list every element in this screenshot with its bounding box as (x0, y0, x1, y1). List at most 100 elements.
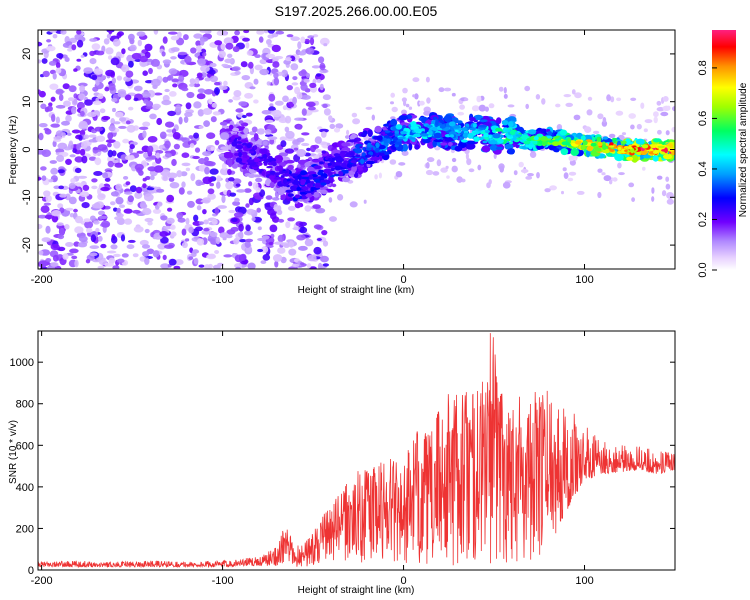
heatmap-cell (114, 216, 124, 221)
heatmap-cell (181, 241, 188, 249)
heatmap-cell (643, 154, 652, 159)
heatmap-cell (193, 33, 203, 39)
heatmap-cell (74, 167, 82, 174)
heatmap-cell (427, 157, 435, 163)
heatmap-cell (401, 109, 407, 115)
heatmap-cell (84, 221, 94, 229)
heatmap-cell (107, 55, 113, 60)
heatmap-cell (223, 190, 228, 195)
heatmap-cell (248, 173, 256, 178)
heatmap-cell (185, 102, 192, 110)
heatmap-cell (344, 154, 352, 157)
x-tick-label: 0 (400, 575, 406, 587)
heatmap-cell (89, 58, 97, 65)
heatmap-cell (547, 131, 553, 136)
heatmap-cell (301, 142, 310, 147)
heatmap-cell (454, 145, 463, 152)
heatmap-cell (375, 142, 380, 149)
heatmap-cell (93, 68, 104, 75)
heatmap-cell (233, 238, 240, 245)
heatmap-cell (79, 85, 85, 93)
heatmap-cell (257, 248, 264, 253)
heatmap-cell (122, 138, 130, 144)
heatmap-cell (86, 227, 93, 233)
heatmap-cell (299, 221, 307, 227)
heatmap-cell (468, 168, 475, 173)
heatmap-cell (176, 170, 183, 178)
heatmap-cell (323, 43, 328, 47)
heatmap-cell (51, 210, 62, 217)
heatmap-cell (265, 119, 274, 124)
heatmap-cell (214, 87, 220, 95)
heatmap-cell (166, 129, 174, 133)
heatmap-cell (432, 171, 440, 176)
heatmap-cell (190, 173, 196, 182)
heatmap-cell (126, 244, 135, 250)
heatmap-cell (253, 145, 258, 150)
heatmap-cell (184, 112, 193, 117)
heatmap-cell (124, 94, 132, 101)
heatmap-cell (69, 213, 75, 218)
heatmap-cell (81, 155, 88, 164)
heatmap-cell (204, 264, 211, 269)
heatmap-cell (296, 149, 307, 157)
heatmap-cell (41, 175, 47, 181)
heatmap-cell (186, 190, 193, 195)
heatmap-cell (291, 263, 300, 268)
heatmap-cell (151, 78, 161, 87)
heatmap-cell (249, 150, 254, 154)
heatmap-cell (40, 103, 47, 110)
heatmap-cell (287, 217, 295, 222)
heatmap-cell (92, 100, 102, 106)
heatmap-cell (296, 187, 302, 191)
heatmap-cell (342, 177, 350, 183)
heatmap-cell (237, 136, 242, 141)
heatmap-cell (296, 124, 303, 130)
heatmap-cell (55, 130, 64, 138)
heatmap-cell (258, 36, 264, 43)
heatmap-cell (84, 99, 93, 106)
heatmap-cell (383, 142, 389, 147)
heatmap-cell (414, 93, 419, 100)
heatmap-cell (264, 129, 272, 135)
heatmap-cell (472, 123, 477, 128)
heatmap-cell (152, 250, 160, 258)
heatmap-cell (443, 114, 453, 123)
heatmap-cell (97, 144, 108, 151)
heatmap-cell (46, 105, 53, 112)
heatmap-cell (570, 148, 579, 156)
heatmap-cell (587, 96, 593, 101)
heatmap-cell (301, 176, 310, 180)
heatmap-cell (209, 75, 219, 83)
heatmap-cell (261, 170, 266, 176)
heatmap-cell (553, 148, 560, 153)
heatmap-cell (232, 201, 241, 206)
heatmap-cell (92, 147, 99, 151)
heatmap-cell (49, 83, 59, 90)
heatmap-cell (234, 263, 243, 269)
heatmap-cell (103, 205, 111, 210)
heatmap-cell (551, 141, 560, 147)
heatmap-cell (147, 145, 154, 153)
heatmap-cell (408, 137, 416, 140)
heatmap-cell (156, 117, 163, 126)
heatmap-cell (666, 192, 674, 199)
heatmap-cell (582, 140, 588, 146)
heatmap-cell (365, 147, 372, 151)
heatmap-cell (238, 223, 244, 232)
heatmap-cell (309, 266, 317, 269)
heatmap-cell (233, 90, 242, 97)
heatmap-cell (112, 107, 116, 113)
heatmap-cell (85, 259, 91, 264)
heatmap-cell (162, 76, 169, 83)
heatmap-cell (57, 203, 64, 209)
heatmap-cell (665, 176, 670, 182)
heatmap-cell (117, 91, 127, 98)
heatmap-cell (217, 262, 224, 267)
heatmap-cell (210, 146, 216, 151)
heatmap-cell (300, 262, 305, 266)
heatmap-cell (71, 106, 77, 115)
heatmap-cell (178, 187, 185, 195)
heatmap-cell (197, 58, 206, 66)
heatmap-cell (508, 121, 514, 128)
